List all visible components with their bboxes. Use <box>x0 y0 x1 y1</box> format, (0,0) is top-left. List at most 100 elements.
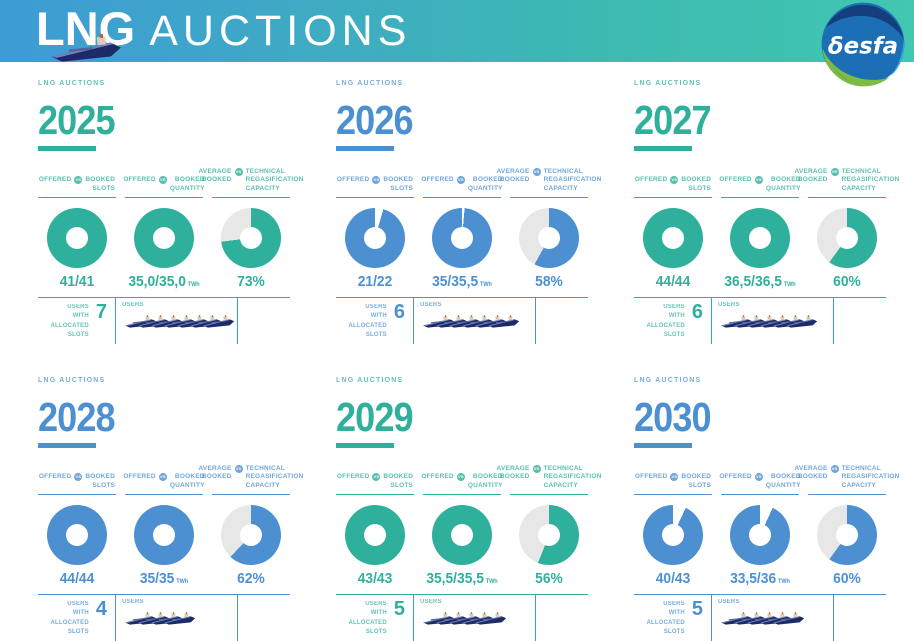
stat-header-line: TECHNICAL <box>245 167 285 175</box>
stat-header-line: BOOKED <box>383 473 414 481</box>
stat-slots: OFFERED VS BOOKED SLOTS 44/44 <box>634 161 712 290</box>
stat-header-line: BOOKED <box>681 473 712 481</box>
title-lng: LNG <box>36 2 136 55</box>
panel-tag: LNG AUCTIONS <box>336 377 404 384</box>
slots-value: 43/43 <box>357 570 393 587</box>
stat-capacity-header: AVERAGE BOOKED VS TECHNICAL REGASIFICATI… <box>497 161 601 198</box>
stat-header-line: REGASIFICATION <box>841 176 900 184</box>
stat-header-line: AVERAGE <box>198 167 232 175</box>
stat-header-line: QUANTITY <box>467 482 503 490</box>
desfa-logo: δesfa <box>821 2 905 87</box>
stat-slots: OFFERED VS BOOKED SLOTS 21/22 <box>336 161 414 290</box>
stat-header-line: OFFERED <box>336 473 370 481</box>
ships-row <box>420 612 531 626</box>
quantity-value: 33,5/36 <box>730 570 777 587</box>
stat-header-line: BOOKED <box>85 473 116 481</box>
stats-row: OFFERED VS BOOKED SLOTS 41/41 OFFERED <box>38 161 303 290</box>
users-table: USERS WITH ALLOCATED SLOTS 7 USERS <box>38 297 290 344</box>
year-panel: LNG AUCTIONS 2030 OFFERED VS BOOKED SLOT… <box>634 377 899 641</box>
stat-quantity: OFFERED VS BOOKED QUANTITY 35,5/35,5 TWh <box>421 458 503 587</box>
slots-donut-chart <box>643 505 703 565</box>
stat-slots-header: OFFERED VS BOOKED SLOTS <box>634 161 712 198</box>
stat-header-line: QUANTITY <box>169 185 205 193</box>
stat-capacity: AVERAGE BOOKED VS TECHNICAL REGASIFICATI… <box>497 161 601 290</box>
users-allocated-count: 5 <box>393 598 405 620</box>
stat-header-line: OFFERED <box>719 473 752 481</box>
stat-quantity-header: OFFERED VS BOOKED QUANTITY <box>421 458 503 495</box>
stat-header-line: OFFERED <box>38 176 72 184</box>
quantity-value-wrap: 35,0/35,0 TWh <box>128 273 200 290</box>
capacity-donut-chart <box>221 208 281 268</box>
slots-donut-chart <box>47 505 107 565</box>
stat-header-line: TECHNICAL <box>543 464 583 472</box>
vs-icon: VS <box>830 167 839 176</box>
stat-header-line: OFFERED <box>336 176 370 184</box>
stat-header-line: BOOKED <box>472 176 503 184</box>
quantity-unit: TWh <box>187 282 200 288</box>
stat-header-line: AVERAGE <box>794 464 828 472</box>
stat-slots-header: OFFERED VS BOOKED SLOTS <box>38 458 116 495</box>
stat-header-line: BOOKED <box>472 473 503 481</box>
ship-icon <box>785 315 819 329</box>
users-label: USERS <box>420 599 442 605</box>
users-allocated-cell: USERS WITH ALLOCATED SLOTS 5 <box>336 595 414 641</box>
stats-row: OFFERED VS BOOKED SLOTS 44/44 OFFERED <box>634 161 899 290</box>
stat-header-line: BOOKED <box>174 473 205 481</box>
users-label: USERS <box>718 599 740 605</box>
capacity-value: 62% <box>237 570 265 587</box>
quantity-unit: TWh <box>479 282 492 288</box>
stat-header-line: AVERAGE <box>496 464 530 472</box>
stat-header-line: OFFERED <box>123 176 156 184</box>
stat-header-line: AVERAGE <box>496 167 530 175</box>
capacity-donut-chart <box>817 208 877 268</box>
ships-row <box>420 315 531 329</box>
quantity-donut-chart <box>432 208 492 268</box>
panel-tag: LNG AUCTIONS <box>634 377 702 384</box>
panel-tag: LNG AUCTIONS <box>38 377 106 384</box>
quantity-value: 35,0/35,0 <box>128 273 186 290</box>
ship-icon <box>202 315 236 329</box>
stat-header-line: SLOTS <box>92 185 116 193</box>
vs-icon: VS <box>830 464 839 473</box>
year-panel: LNG AUCTIONS 2026 OFFERED VS BOOKED SLOT… <box>336 80 601 344</box>
lng-tanker-ship-icon <box>44 34 130 64</box>
ships-row <box>718 612 829 626</box>
users-with-allocated-slots-label: USERS WITH ALLOCATED SLOTS <box>348 304 387 338</box>
stat-header-line: SLOTS <box>390 482 414 490</box>
stats-row: OFFERED VS BOOKED SLOTS 44/44 OFFERED <box>38 458 303 587</box>
stat-header-line: QUANTITY <box>765 482 801 490</box>
vs-icon: VS <box>532 464 541 473</box>
users-allocated-cell: USERS WITH ALLOCATED SLOTS 7 <box>38 298 116 344</box>
stat-header-line: BOOKED <box>797 473 828 481</box>
users-label: USERS <box>718 302 740 308</box>
stat-header-line: QUANTITY <box>467 185 503 193</box>
ship-icon <box>474 612 508 626</box>
capacity-donut-chart <box>519 505 579 565</box>
vs-icon: VS <box>372 473 381 482</box>
quantity-donut-chart <box>134 208 194 268</box>
slots-donut-chart <box>47 208 107 268</box>
stat-header-line: BOOKED <box>499 473 530 481</box>
year-underline <box>38 443 96 448</box>
stat-quantity: OFFERED VS BOOKED QUANTITY 33,5/36 TWh <box>719 458 801 587</box>
capacity-value: 73% <box>237 273 265 290</box>
year-label: 2028 <box>38 394 116 440</box>
vs-icon: VS <box>74 473 83 482</box>
stat-header-line: BOOKED <box>681 176 712 184</box>
stat-quantity-header: OFFERED VS BOOKED QUANTITY <box>123 161 205 198</box>
quantity-donut-chart <box>730 208 790 268</box>
stat-header-line: REGASIFICATION <box>543 473 602 481</box>
stat-slots-header: OFFERED VS BOOKED SLOTS <box>38 161 116 198</box>
users-table: USERS WITH ALLOCATED SLOTS 5 USERS <box>634 594 886 641</box>
panel-tag: LNG AUCTIONS <box>38 80 106 87</box>
users-table: USERS WITH ALLOCATED SLOTS 6 USERS <box>336 297 588 344</box>
capacity-donut-chart <box>817 505 877 565</box>
stat-header-line: CAPACITY <box>245 185 280 193</box>
users-label: USERS <box>420 302 442 308</box>
title-auctions: AUCTIONS <box>149 7 412 55</box>
capacity-value: 58% <box>535 273 563 290</box>
quantity-value: 35,5/35,5 <box>426 570 484 587</box>
vs-icon: VS <box>234 464 243 473</box>
slots-donut-chart <box>345 505 405 565</box>
stat-capacity-header: AVERAGE BOOKED VS TECHNICAL REGASIFICATI… <box>795 458 899 495</box>
